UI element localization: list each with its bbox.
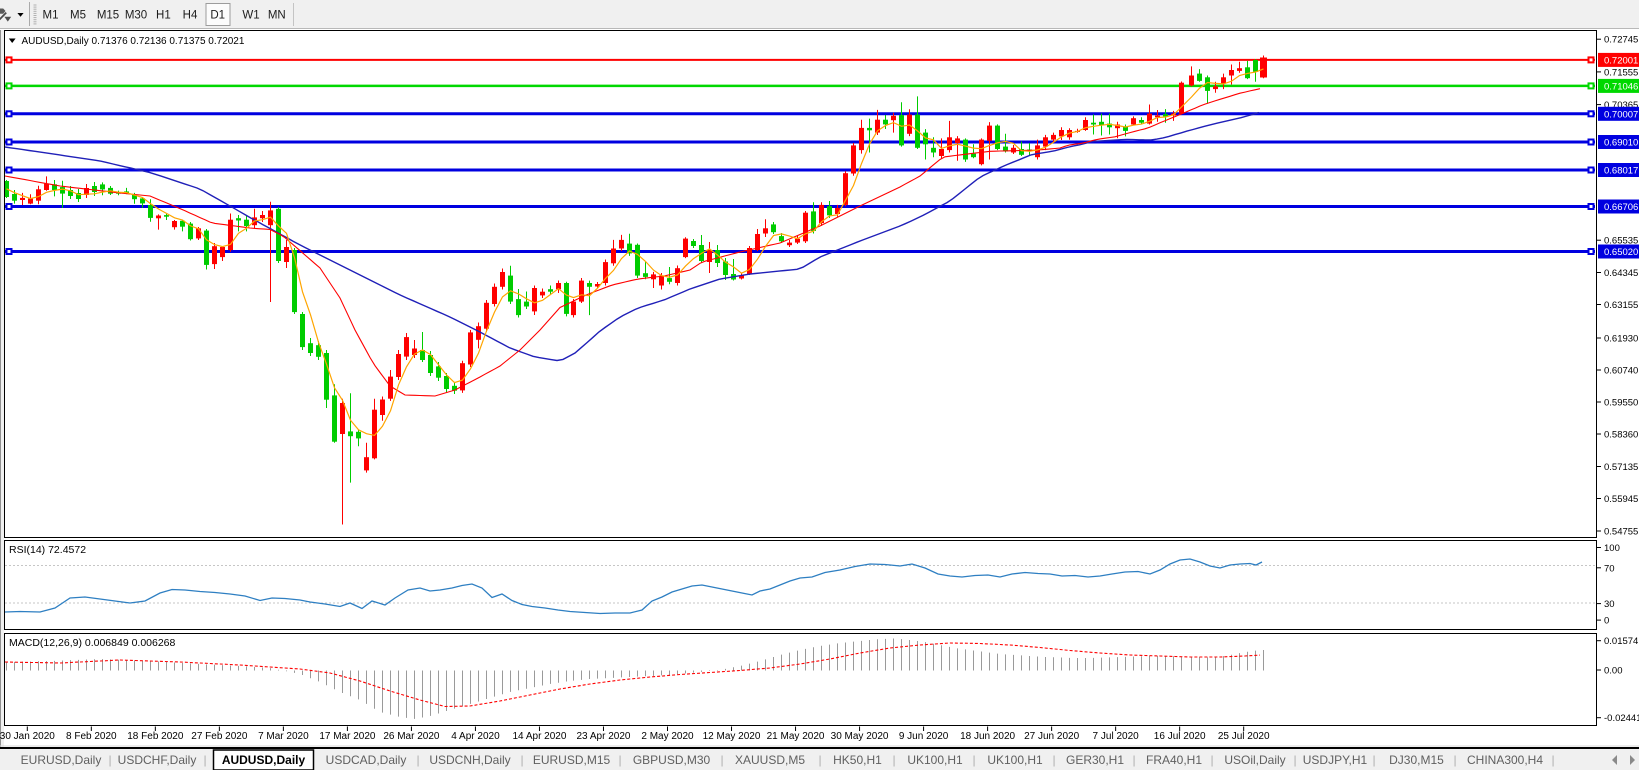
svg-text:|: | — [1293, 753, 1296, 767]
svg-text:M5: M5 — [70, 10, 86, 22]
svg-text:30 May 2020: 30 May 2020 — [831, 731, 889, 742]
svg-text:|: | — [972, 753, 975, 767]
svg-text:|: | — [618, 753, 621, 767]
svg-text:0.72745: 0.72745 — [1604, 35, 1638, 46]
svg-text:8 Feb 2020: 8 Feb 2020 — [66, 731, 117, 742]
svg-text:|: | — [1052, 753, 1055, 767]
svg-text:MN: MN — [268, 10, 286, 22]
svg-text:27 Feb 2020: 27 Feb 2020 — [191, 731, 248, 742]
svg-text:0.54755: 0.54755 — [1604, 527, 1638, 538]
svg-text:USDCHF,Daily: USDCHF,Daily — [118, 753, 197, 767]
svg-text:18 Feb 2020: 18 Feb 2020 — [127, 731, 184, 742]
svg-text:W1: W1 — [242, 10, 259, 22]
svg-text:FRA40,H1: FRA40,H1 — [1146, 753, 1202, 767]
svg-text:EURUSD,Daily: EURUSD,Daily — [21, 753, 102, 767]
svg-text:7 Mar 2020: 7 Mar 2020 — [258, 731, 309, 742]
svg-text:H1: H1 — [156, 10, 171, 22]
svg-text:7 Jul 2020: 7 Jul 2020 — [1093, 731, 1140, 742]
svg-text:0.59550: 0.59550 — [1604, 398, 1638, 409]
svg-text:AUDUSD,Daily 0.71376 0.72136: AUDUSD,Daily 0.71376 0.72136 0.71375 0.7… — [22, 36, 245, 47]
svg-text:0.63155: 0.63155 — [1604, 300, 1638, 311]
svg-text:CHINA300,H4: CHINA300,H4 — [1467, 753, 1543, 767]
svg-text:|: | — [1372, 753, 1375, 767]
svg-text:0.60740: 0.60740 — [1604, 366, 1638, 377]
svg-text:|: | — [1210, 753, 1213, 767]
svg-text:0.71046: 0.71046 — [1604, 81, 1638, 92]
svg-text:M30: M30 — [125, 10, 147, 22]
svg-text:30 Jan 2020: 30 Jan 2020 — [0, 731, 55, 742]
svg-text:0.68017: 0.68017 — [1604, 166, 1638, 177]
svg-text:0.65020: 0.65020 — [1604, 247, 1638, 258]
svg-text:|: | — [1453, 753, 1456, 767]
svg-text:23 Apr 2020: 23 Apr 2020 — [577, 731, 631, 742]
svg-text:16 Jul 2020: 16 Jul 2020 — [1154, 731, 1206, 742]
svg-text:9 Jun 2020: 9 Jun 2020 — [899, 731, 949, 742]
svg-text:26 Mar 2020: 26 Mar 2020 — [383, 731, 440, 742]
svg-text:EURUSD,M15: EURUSD,M15 — [533, 753, 611, 767]
svg-text:0: 0 — [1604, 616, 1609, 627]
svg-text:0.70365: 0.70365 — [1604, 100, 1638, 111]
svg-text:0.00: 0.00 — [1604, 666, 1623, 677]
svg-text:0.015741: 0.015741 — [1604, 636, 1639, 647]
svg-text:0.72001: 0.72001 — [1604, 55, 1638, 66]
svg-text:12 May 2020: 12 May 2020 — [703, 731, 761, 742]
svg-text:0.57135: 0.57135 — [1604, 462, 1638, 473]
svg-text:4 Apr 2020: 4 Apr 2020 — [451, 731, 500, 742]
svg-text:27 Jun 2020: 27 Jun 2020 — [1024, 731, 1079, 742]
svg-text:0.61930: 0.61930 — [1604, 334, 1638, 345]
svg-text:AUDUSD,Daily: AUDUSD,Daily — [222, 753, 306, 767]
svg-text:|: | — [720, 753, 723, 767]
svg-text:30: 30 — [1604, 599, 1615, 610]
svg-text:UK100,H1: UK100,H1 — [987, 753, 1043, 767]
svg-text:HK50,H1: HK50,H1 — [833, 753, 882, 767]
svg-text:XAUUSD,M5: XAUUSD,M5 — [735, 753, 805, 767]
svg-text:17 Mar 2020: 17 Mar 2020 — [319, 731, 376, 742]
svg-text:|: | — [1132, 753, 1135, 767]
svg-text:14 Apr 2020: 14 Apr 2020 — [512, 731, 566, 742]
svg-text:M15: M15 — [97, 10, 119, 22]
svg-text:21 May 2020: 21 May 2020 — [767, 731, 825, 742]
svg-text:2 May 2020: 2 May 2020 — [641, 731, 694, 742]
svg-text:USOil,Daily: USOil,Daily — [1224, 753, 1285, 767]
svg-text:0.71555: 0.71555 — [1604, 67, 1638, 78]
svg-text:70: 70 — [1604, 563, 1615, 574]
svg-text:0.55945: 0.55945 — [1604, 494, 1638, 505]
svg-text:USDCNH,Daily: USDCNH,Daily — [429, 753, 510, 767]
svg-text:|: | — [520, 753, 523, 767]
svg-text:0.66706: 0.66706 — [1604, 202, 1638, 213]
svg-text:0.69010: 0.69010 — [1604, 138, 1638, 149]
svg-text:RSI(14) 72.4572: RSI(14) 72.4572 — [9, 544, 86, 556]
svg-text:18 Jun 2020: 18 Jun 2020 — [960, 731, 1015, 742]
svg-text:GBPUSD,M30: GBPUSD,M30 — [633, 753, 711, 767]
svg-text:|: | — [1551, 753, 1554, 767]
svg-text:DJ30,M15: DJ30,M15 — [1389, 753, 1444, 767]
svg-text:UK100,H1: UK100,H1 — [907, 753, 963, 767]
svg-text:|: | — [818, 753, 821, 767]
svg-text:|: | — [416, 753, 419, 767]
svg-text:0.65535: 0.65535 — [1604, 236, 1638, 247]
svg-text:USDJPY,H1: USDJPY,H1 — [1303, 753, 1368, 767]
svg-text:USDCAD,Daily: USDCAD,Daily — [326, 753, 407, 767]
svg-text:MACD(12,26,9) 0.006849 0.00626: MACD(12,26,9) 0.006849 0.006268 — [9, 637, 176, 649]
svg-text:|: | — [892, 753, 895, 767]
svg-text:-0.024412: -0.024412 — [1604, 713, 1639, 724]
svg-text:0.64345: 0.64345 — [1604, 268, 1638, 279]
svg-text:0.58360: 0.58360 — [1604, 430, 1638, 441]
svg-text:100: 100 — [1604, 543, 1620, 554]
svg-text:D1: D1 — [210, 10, 225, 22]
svg-text:25 Jul 2020: 25 Jul 2020 — [1218, 731, 1270, 742]
svg-text:H4: H4 — [183, 10, 198, 22]
svg-text:0.70007: 0.70007 — [1604, 109, 1638, 120]
svg-text:GER30,H1: GER30,H1 — [1066, 753, 1124, 767]
svg-text:|: | — [203, 753, 206, 767]
svg-text:M1: M1 — [43, 10, 59, 22]
svg-text:|: | — [108, 753, 111, 767]
